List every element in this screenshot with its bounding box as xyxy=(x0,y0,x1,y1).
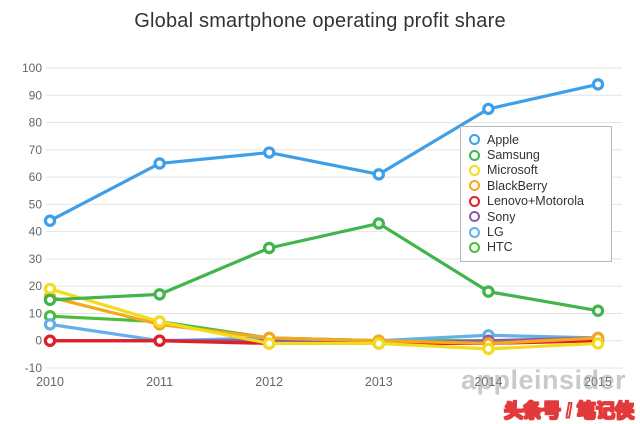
x-axis-tick-label: 2011 xyxy=(146,375,173,389)
y-axis-tick-label: 20 xyxy=(29,279,43,293)
data-point-samsung xyxy=(43,293,57,307)
legend-marker-icon xyxy=(469,164,480,176)
legend-label: HTC xyxy=(487,240,513,255)
y-axis-tick-label: 30 xyxy=(29,252,43,266)
legend-item-lg: LG xyxy=(469,224,603,239)
data-point-samsung xyxy=(591,304,605,317)
x-axis-tick-label: 2013 xyxy=(365,375,393,389)
legend-marker-icon xyxy=(469,195,480,207)
data-point-samsung xyxy=(372,217,385,230)
data-point-microsoft xyxy=(591,337,605,350)
legend-marker-icon xyxy=(469,134,480,146)
legend-marker-icon xyxy=(469,211,480,223)
data-point-samsung xyxy=(263,241,276,255)
legend-label: Apple xyxy=(487,132,519,147)
x-axis-tick-label: 2014 xyxy=(474,375,502,389)
data-point-apple xyxy=(43,214,57,227)
chart-legend: Apple Samsung Microsoft BlackBerry Lenovo+Mo… xyxy=(460,126,612,263)
series-line-samsung xyxy=(48,221,600,313)
legend-item-sony: Sony xyxy=(469,209,603,224)
chart-title: Global smartphone operating profit share xyxy=(134,10,506,32)
legend-marker-icon xyxy=(469,226,480,238)
legend-label: Sony xyxy=(487,209,516,224)
data-point-apple xyxy=(372,168,385,181)
y-axis-tick-label: 50 xyxy=(29,197,43,211)
y-axis-tick-label: -10 xyxy=(25,361,43,375)
legend-marker-icon xyxy=(469,241,480,253)
stamp-text: 头条号 / 笔记侠 xyxy=(503,400,634,422)
y-axis-tick-label: 90 xyxy=(29,88,43,102)
data-point-microsoft xyxy=(263,337,276,350)
y-axis-tick-label: 0 xyxy=(35,334,42,348)
legend-label: LG xyxy=(487,225,504,240)
data-point-apple xyxy=(263,146,276,159)
watermark-appleinsider: appleinsider xyxy=(460,365,626,395)
legend-item-htc: HTC xyxy=(469,240,603,255)
data-point-microsoft xyxy=(153,315,166,328)
y-axis-tick-label: 40 xyxy=(29,225,43,239)
legend-item-lenovo+motorola: Lenovo+Motorola xyxy=(469,194,603,209)
data-point-apple xyxy=(482,102,495,116)
data-point-lenovo+motorola xyxy=(153,334,166,347)
series-line-blackberry xyxy=(48,295,600,346)
legend-item-apple: Apple xyxy=(469,132,603,147)
data-point-apple xyxy=(591,78,605,91)
data-point-samsung xyxy=(153,288,166,301)
data-point-microsoft xyxy=(43,282,57,296)
data-point-microsoft xyxy=(372,337,385,350)
series-line-microsoft xyxy=(48,287,600,351)
series-line-apple xyxy=(48,82,600,223)
x-axis-tick-label: 2010 xyxy=(36,375,64,389)
x-axis-tick-label: 2015 xyxy=(584,375,612,389)
legend-label: Microsoft xyxy=(487,163,538,178)
legend-item-samsung: Samsung xyxy=(469,147,603,162)
legend-label: BlackBerry xyxy=(487,178,548,193)
y-axis-tick-label: 80 xyxy=(29,116,43,130)
legend-item-microsoft: Microsoft xyxy=(469,163,603,178)
legend-item-blackberry: BlackBerry xyxy=(469,178,603,193)
x-axis-tick-label: 2012 xyxy=(255,375,283,389)
data-point-samsung xyxy=(482,285,495,298)
data-point-lg xyxy=(43,318,57,331)
data-point-lenovo+motorola xyxy=(43,334,57,347)
data-point-apple xyxy=(153,157,166,170)
data-point-microsoft xyxy=(482,342,495,356)
y-axis-tick-label: 60 xyxy=(29,170,43,184)
y-axis-tick-label: 100 xyxy=(22,61,42,75)
y-axis-tick-label: 10 xyxy=(29,306,43,320)
legend-marker-icon xyxy=(469,180,480,192)
legend-marker-icon xyxy=(469,149,480,161)
legend-label: Lenovo+Motorola xyxy=(487,194,584,209)
legend-label: Samsung xyxy=(487,148,540,163)
y-axis-tick-label: 70 xyxy=(29,143,43,157)
